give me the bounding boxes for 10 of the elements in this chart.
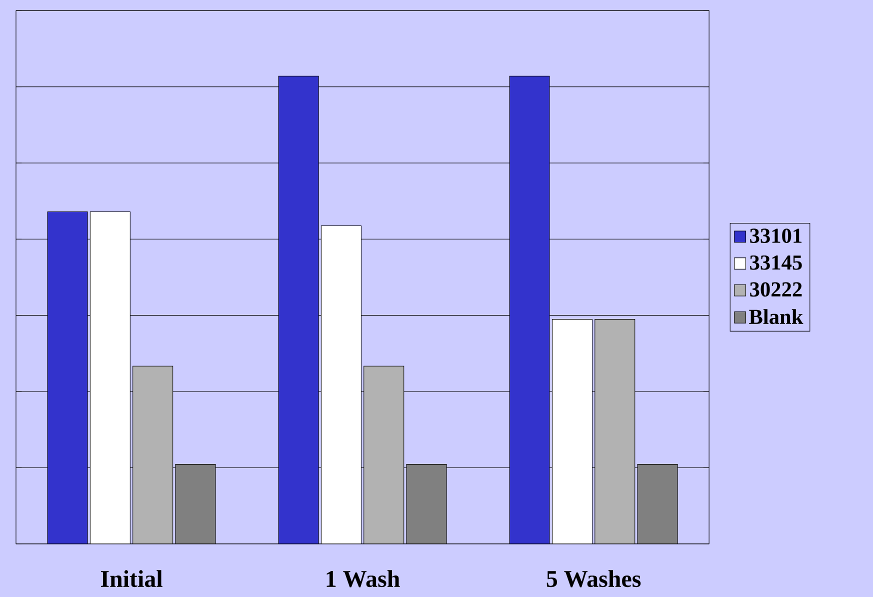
- legend-label: 33101: [750, 228, 802, 243]
- x-tick-label: Initial: [100, 570, 162, 588]
- legend-label: 33145: [750, 255, 802, 270]
- bar: [637, 464, 678, 544]
- bar: [175, 464, 216, 544]
- x-tick-label: 5 Washes: [546, 570, 641, 588]
- legend-label: 30222: [750, 282, 802, 297]
- x-tick-label: 1 Wash: [326, 570, 400, 588]
- legend-label: Blank: [749, 309, 804, 324]
- bar: [406, 464, 447, 544]
